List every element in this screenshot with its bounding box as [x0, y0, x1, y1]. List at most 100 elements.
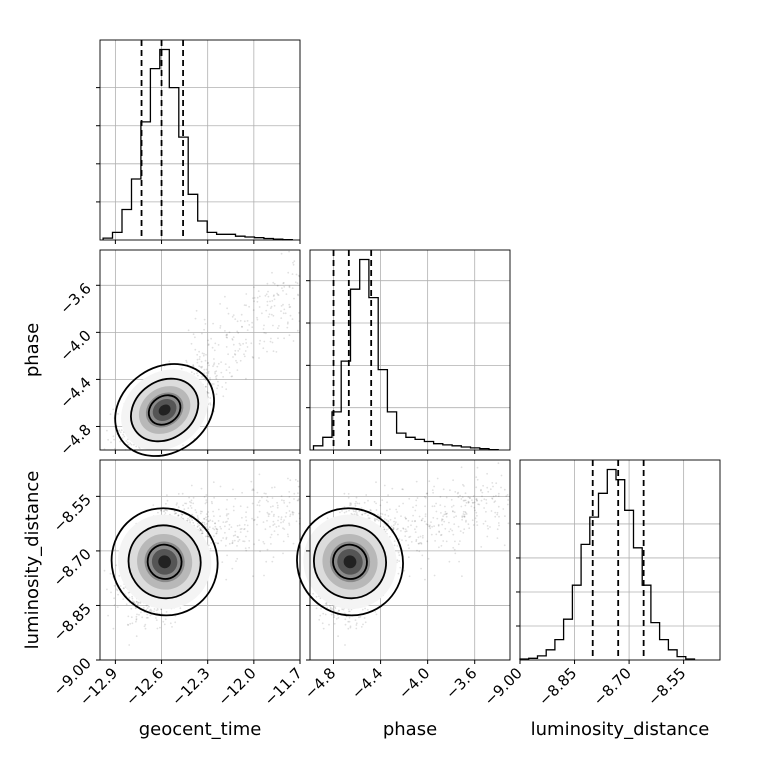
sample-point	[141, 616, 144, 619]
sample-point	[241, 325, 243, 328]
sample-point	[213, 528, 216, 531]
sample-point	[228, 371, 231, 374]
sample-point	[207, 372, 210, 374]
sample-point	[173, 510, 176, 513]
sample-point	[265, 492, 267, 495]
sample-point	[245, 338, 247, 341]
sample-point	[174, 621, 177, 624]
sample-point	[267, 316, 270, 318]
sample-point	[216, 374, 218, 377]
sample-point	[280, 317, 283, 319]
sample-point	[270, 510, 273, 513]
sample-point	[144, 623, 147, 626]
sample-point	[194, 336, 196, 339]
sample-point	[250, 480, 253, 483]
sample-point	[269, 506, 272, 508]
sample-point	[198, 524, 201, 527]
sample-point	[230, 375, 233, 378]
sample-point	[123, 587, 125, 590]
sample-point	[219, 327, 222, 329]
sample-point	[205, 372, 208, 374]
sample-point	[126, 438, 129, 441]
sample-point	[269, 340, 272, 343]
sample-point	[227, 513, 230, 515]
sample-point	[199, 366, 202, 368]
sample-point	[203, 496, 206, 498]
sample-point	[263, 574, 265, 577]
sample-point	[225, 508, 228, 511]
sample-point	[116, 606, 119, 608]
sample-point	[209, 402, 212, 405]
sample-point	[231, 567, 234, 570]
sample-point	[245, 304, 248, 307]
sample-point	[272, 281, 275, 284]
sample-point	[214, 342, 217, 345]
sample-point	[192, 365, 195, 367]
sample-point	[125, 440, 128, 442]
sample-point	[207, 392, 210, 394]
sample-point	[217, 344, 220, 346]
sample-point	[121, 437, 124, 439]
sample-point	[258, 295, 261, 298]
hist-luminosity_distance-bg	[520, 460, 720, 660]
sample-point	[288, 286, 291, 289]
sample-point	[253, 543, 256, 546]
sample-point	[277, 519, 279, 522]
sample-point	[269, 300, 271, 303]
sample-point	[157, 511, 159, 514]
sample-point	[256, 318, 259, 321]
sample-point	[185, 359, 188, 362]
sample-point	[113, 604, 116, 607]
sample-point	[131, 622, 134, 625]
sample-point	[226, 336, 229, 339]
sample-point	[289, 306, 292, 308]
sample-point	[288, 524, 291, 526]
sample-point	[256, 491, 259, 494]
sample-point	[289, 513, 292, 516]
sample-point	[112, 408, 115, 411]
sample-point	[280, 305, 283, 307]
hist-geocent_time-bg	[100, 40, 300, 240]
sample-point	[185, 502, 188, 505]
sample-point	[174, 512, 177, 515]
sample-point	[156, 627, 159, 630]
sample-point	[264, 528, 267, 531]
sample-point	[288, 491, 291, 493]
sample-point	[213, 362, 216, 364]
sample-point	[282, 540, 285, 543]
sample-point	[270, 543, 272, 545]
sample-point	[225, 514, 228, 517]
sample-point	[241, 491, 244, 494]
sample-point	[135, 635, 138, 638]
sample-point	[245, 516, 247, 518]
sample-point	[267, 515, 270, 518]
sample-point	[225, 369, 228, 371]
sample-point	[296, 282, 299, 285]
sample-point	[298, 312, 300, 314]
sample-point	[219, 325, 222, 327]
sample-point	[288, 306, 291, 309]
sample-point	[208, 364, 210, 367]
sample-point	[245, 519, 248, 522]
sample-point	[182, 444, 184, 447]
sample-point	[273, 294, 275, 297]
sample-point	[252, 297, 254, 299]
sample-point	[187, 329, 190, 332]
sample-point	[261, 496, 263, 499]
sample-point	[236, 320, 239, 323]
sample-point	[127, 615, 130, 618]
sample-point	[224, 544, 227, 547]
sample-point	[252, 309, 255, 311]
sample-point	[222, 521, 225, 523]
sample-point	[217, 508, 220, 511]
sample-point	[232, 356, 234, 358]
sample-point	[236, 535, 239, 538]
sample-point	[293, 297, 295, 300]
sample-point	[273, 298, 276, 301]
sample-point	[189, 500, 191, 503]
sample-point	[267, 295, 270, 298]
sample-point	[196, 361, 199, 364]
sample-point	[286, 533, 289, 536]
sample-point	[257, 290, 260, 292]
sample-point	[228, 542, 231, 545]
